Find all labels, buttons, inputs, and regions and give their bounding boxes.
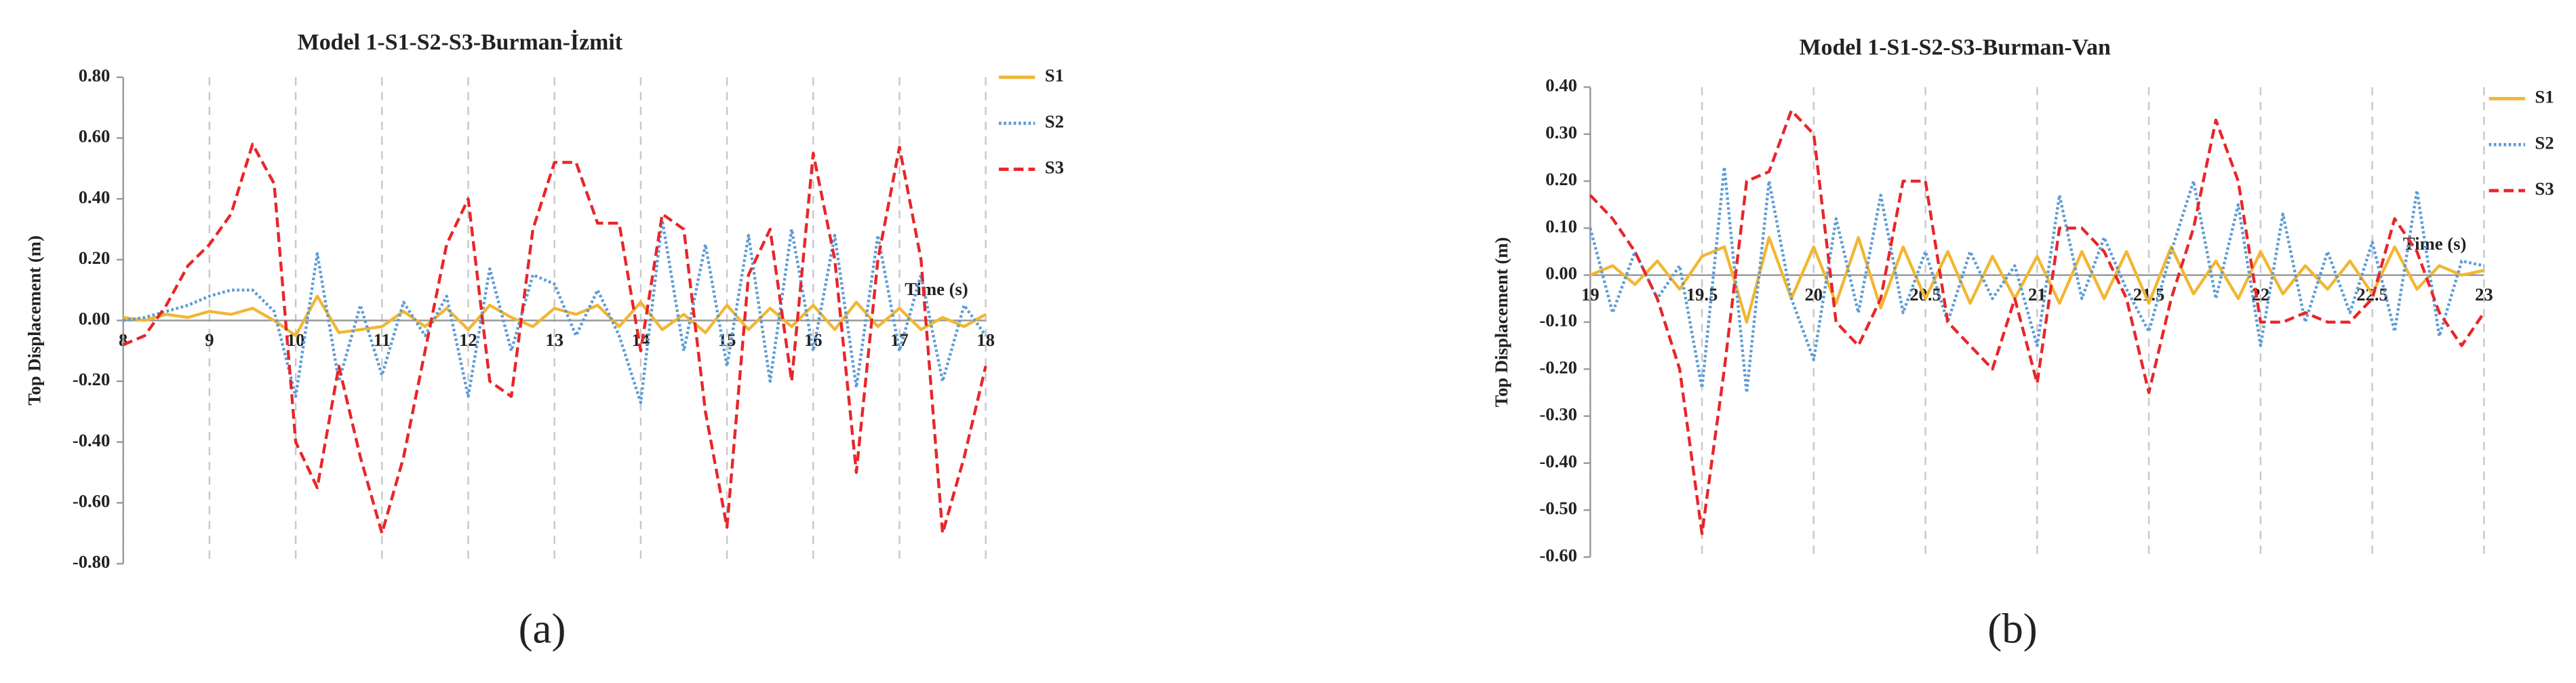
y-tick-label: 0.00 — [79, 309, 111, 329]
y-tick-label: -0.20 — [73, 369, 110, 389]
series-line — [1589, 236, 2484, 324]
caption: (a) — [519, 604, 566, 652]
y-tick-label: 0.80 — [79, 65, 111, 85]
x-tick-label: 11 — [374, 330, 391, 350]
y-tick-label: 0.30 — [1545, 122, 1577, 142]
legend-label: S3 — [1045, 157, 1064, 178]
y-tick-label: -0.40 — [1539, 451, 1577, 471]
y-tick-label: -0.50 — [1539, 498, 1577, 518]
x-tick-label: 13 — [545, 330, 563, 350]
y-tick-label: 0.10 — [1545, 216, 1577, 236]
x-tick-label: 18 — [976, 330, 995, 350]
y-tick-label: -0.30 — [1539, 404, 1577, 425]
series-line — [1589, 109, 2486, 535]
series-line — [1589, 165, 2484, 395]
y-tick-label: -0.20 — [1539, 357, 1577, 377]
chart: Model 1-S1-S2-S3-Burman-İzmit89101112131… — [24, 29, 1064, 652]
x-tick-label: 20 — [1804, 284, 1823, 305]
y-tick-label: -0.10 — [1539, 310, 1577, 330]
legend-label: S2 — [1045, 111, 1064, 132]
x-tick-label: 9 — [205, 330, 214, 350]
series-line — [122, 142, 987, 535]
y-tick-label: 0.00 — [1545, 263, 1577, 284]
y-axis-label: Top Displacement (m) — [1491, 237, 1511, 408]
x-axis-label: Time (s) — [2403, 233, 2466, 254]
series-line — [123, 218, 987, 404]
y-axis-label: Top Displacement (m) — [24, 235, 44, 406]
x-tick-label: 23 — [2475, 284, 2493, 305]
legend-label: S3 — [2535, 178, 2554, 199]
legend-label: S1 — [2535, 87, 2554, 107]
series-line — [123, 294, 987, 338]
y-tick-label: -0.40 — [73, 430, 110, 450]
caption: (b) — [1987, 604, 2037, 652]
y-tick-label: -0.60 — [1539, 545, 1577, 565]
y-tick-label: -0.80 — [73, 551, 110, 572]
y-tick-label: -0.60 — [73, 491, 110, 511]
y-tick-label: 0.40 — [1545, 75, 1577, 96]
y-tick-label: 0.40 — [79, 187, 111, 207]
y-tick-label: 0.20 — [1545, 169, 1577, 189]
y-tick-label: 0.20 — [79, 248, 111, 268]
x-tick-label: 12 — [459, 330, 477, 350]
chart-title: Model 1-S1-S2-S3-Burman-Van — [1799, 35, 2110, 60]
y-tick-label: 0.60 — [79, 126, 111, 147]
legend-label: S1 — [1045, 65, 1064, 85]
legend-label: S2 — [2535, 132, 2554, 153]
chart-title: Model 1-S1-S2-S3-Burman-İzmit — [298, 29, 623, 55]
